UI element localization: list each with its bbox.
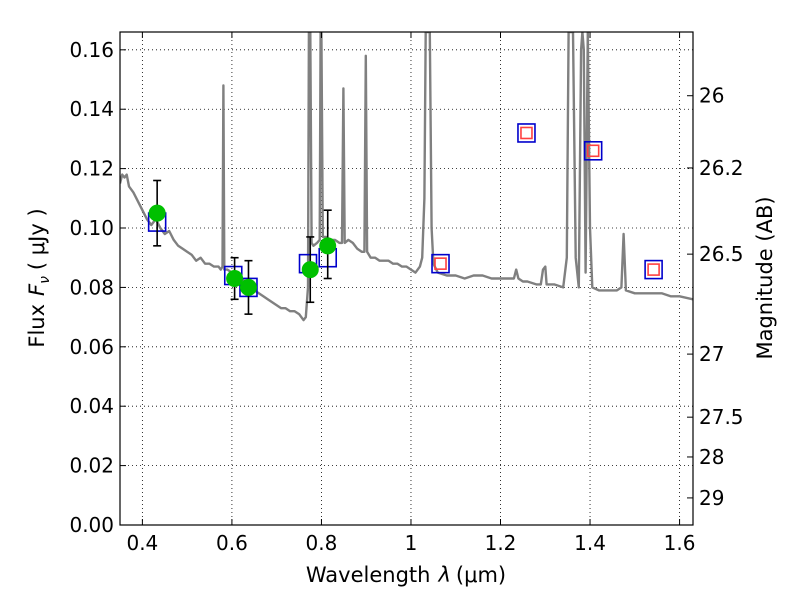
x-tick-label: 0.6 <box>216 531 248 555</box>
x-axis-title: Wavelength λ (μm) <box>306 563 506 587</box>
y-tick-label: 0.16 <box>69 38 114 62</box>
upper-limit-square <box>586 144 600 158</box>
x-axis-title-unit: (μm) <box>456 563 506 587</box>
y-tick-label: 0.14 <box>69 97 114 121</box>
y-tick-label: 0.02 <box>69 454 114 478</box>
upper-limit-square <box>434 257 447 270</box>
y-tick-label: 0.08 <box>69 275 114 299</box>
y-axis-title-subscript: ν <box>37 276 53 284</box>
x-tick-label: 1.6 <box>664 531 696 555</box>
y-tick-label: 0.10 <box>69 216 114 240</box>
y2-tick-label: 26 <box>699 84 724 108</box>
y-axis-title: Flux Fν ( μJy ) <box>25 208 53 347</box>
x-tick-label: 1.4 <box>574 531 606 555</box>
y2-tick-label: 26.5 <box>699 242 744 266</box>
observed-point <box>301 261 319 279</box>
y-axis-title-unit: ( μJy ) <box>25 208 49 270</box>
model-photometry-square <box>644 259 663 280</box>
model-spectrum-line <box>120 32 693 322</box>
x-tick-label: 0.8 <box>306 531 338 555</box>
x-tick-label: 1 <box>405 531 418 555</box>
upper-limit-square <box>647 263 660 276</box>
plot-area <box>120 32 693 322</box>
observed-point <box>239 278 257 296</box>
y2-tick-label: 26.2 <box>699 156 744 180</box>
y2-tick-label: 27.5 <box>699 405 744 429</box>
x-tick-label: 0.4 <box>126 531 158 555</box>
y-tick-label: 0.00 <box>69 513 114 537</box>
y-tick-label: 0.06 <box>69 335 114 359</box>
model-photometry-square <box>431 253 450 274</box>
y-tick-label: 0.12 <box>69 157 114 181</box>
model-photometry-square <box>583 140 603 161</box>
x-axis-title-symbol: λ <box>437 563 450 587</box>
y-axis-title-symbol: F <box>25 283 49 296</box>
observed-point <box>226 270 244 287</box>
ticks: 0.4 0.6 0.8 1 1.2 1.4 1.6 0.00 0.02 0.04 0.06 0.08 0… <box>69 32 744 555</box>
x-axis-title-text: Wavelength <box>306 563 431 587</box>
x-tick-label: 1.2 <box>485 531 517 555</box>
upper-limit-square <box>520 126 533 140</box>
y2-tick-label: 28 <box>699 445 724 469</box>
observed-point <box>148 204 166 222</box>
y2-tick-label: 27 <box>699 342 724 366</box>
y2-axis-title: Magnitude (AB) <box>753 196 777 359</box>
plot-frame <box>119 31 694 526</box>
y-tick-label: 0.04 <box>69 394 114 418</box>
y2-tick-label: 29 <box>699 486 724 510</box>
y-axis-title-text: Flux <box>25 304 49 348</box>
model-photometry-square <box>517 123 536 143</box>
observed-point <box>319 237 337 255</box>
